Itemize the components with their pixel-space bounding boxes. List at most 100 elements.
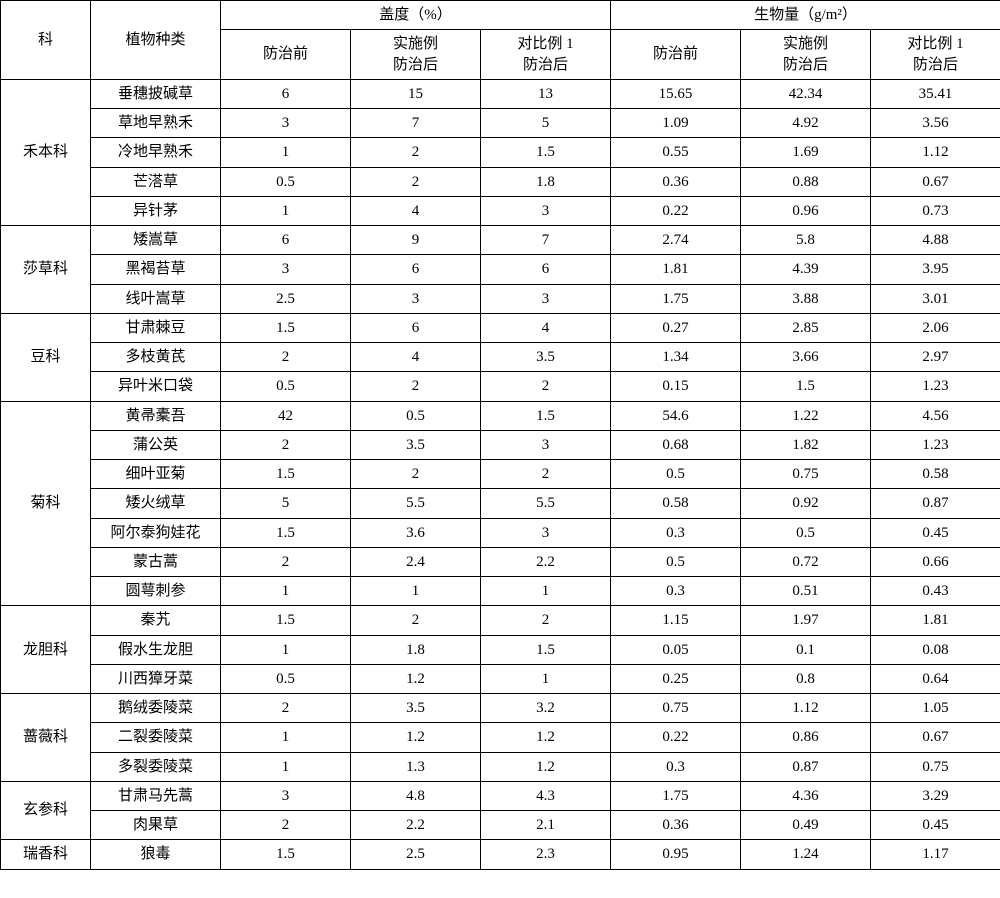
cov-compare-cell: 5.5 [481, 489, 611, 518]
col-family: 科 [1, 1, 91, 80]
col-bio-example-l1: 实施例 [783, 36, 828, 52]
col-bio-before: 防治前 [611, 30, 741, 80]
family-cell: 豆科 [1, 313, 91, 401]
bio-example-cell: 42.34 [741, 79, 871, 108]
bio-example-cell: 0.72 [741, 547, 871, 576]
bio-example-cell: 0.49 [741, 811, 871, 840]
bio-compare-cell: 0.58 [871, 460, 1000, 489]
cov-before-cell: 2 [221, 430, 351, 459]
cov-example-cell: 2 [351, 138, 481, 167]
table-row: 芒溚草0.521.80.360.880.67 [1, 167, 1000, 196]
table-row: 冷地早熟禾121.50.551.691.12 [1, 138, 1000, 167]
bio-example-cell: 2.85 [741, 313, 871, 342]
cov-example-cell: 0.5 [351, 401, 481, 430]
family-cell: 禾本科 [1, 79, 91, 225]
bio-example-cell: 4.39 [741, 255, 871, 284]
bio-example-cell: 0.88 [741, 167, 871, 196]
cov-before-cell: 42 [221, 401, 351, 430]
col-bio-compare-l2: 防治后 [913, 57, 958, 73]
species-cell: 黄帚橐吾 [91, 401, 221, 430]
cov-compare-cell: 3 [481, 430, 611, 459]
species-cell: 异针茅 [91, 196, 221, 225]
family-cell: 玄参科 [1, 781, 91, 840]
cov-example-cell: 2 [351, 460, 481, 489]
bio-before-cell: 0.5 [611, 547, 741, 576]
col-bio-compare-l1: 对比例 1 [907, 36, 963, 52]
bio-before-cell: 0.3 [611, 577, 741, 606]
cov-example-cell: 15 [351, 79, 481, 108]
bio-compare-cell: 4.56 [871, 401, 1000, 430]
cov-example-cell: 7 [351, 109, 481, 138]
species-cell: 狼毒 [91, 840, 221, 869]
species-cell: 蒲公英 [91, 430, 221, 459]
bio-example-cell: 0.92 [741, 489, 871, 518]
bio-example-cell: 0.75 [741, 460, 871, 489]
bio-compare-cell: 0.66 [871, 547, 1000, 576]
col-group-coverage: 盖度（%） [221, 1, 611, 30]
family-cell: 菊科 [1, 401, 91, 606]
cov-compare-cell: 2 [481, 372, 611, 401]
table-row: 蒙古蒿22.42.20.50.720.66 [1, 547, 1000, 576]
table-row: 草地早熟禾3751.094.923.56 [1, 109, 1000, 138]
bio-compare-cell: 0.75 [871, 752, 1000, 781]
table-row: 异叶米口袋0.5220.151.51.23 [1, 372, 1000, 401]
species-cell: 肉果草 [91, 811, 221, 840]
cov-example-cell: 3.6 [351, 518, 481, 547]
cov-before-cell: 5 [221, 489, 351, 518]
cov-before-cell: 0.5 [221, 167, 351, 196]
cov-compare-cell: 1.5 [481, 138, 611, 167]
cov-compare-cell: 13 [481, 79, 611, 108]
col-bio-compare: 对比例 1 防治后 [871, 30, 1000, 80]
table-row: 禾本科垂穗披碱草6151315.6542.3435.41 [1, 79, 1000, 108]
family-cell: 龙胆科 [1, 606, 91, 694]
cov-compare-cell: 1 [481, 577, 611, 606]
species-cell: 细叶亚菊 [91, 460, 221, 489]
species-cell: 甘肃棘豆 [91, 313, 221, 342]
species-cell: 阿尔泰狗娃花 [91, 518, 221, 547]
bio-example-cell: 1.82 [741, 430, 871, 459]
bio-before-cell: 0.3 [611, 752, 741, 781]
table-row: 玄参科甘肃马先蒿34.84.31.754.363.29 [1, 781, 1000, 810]
table-row: 多裂委陵菜11.31.20.30.870.75 [1, 752, 1000, 781]
cov-compare-cell: 1 [481, 664, 611, 693]
bio-compare-cell: 3.56 [871, 109, 1000, 138]
bio-before-cell: 0.68 [611, 430, 741, 459]
cov-example-cell: 1 [351, 577, 481, 606]
cov-example-cell: 5.5 [351, 489, 481, 518]
cov-before-cell: 1.5 [221, 840, 351, 869]
plant-data-table: 科 植物种类 盖度（%） 生物量（g/m²） 防治前 实施例 防治后 对比例 1… [0, 0, 1000, 870]
cov-example-cell: 4.8 [351, 781, 481, 810]
bio-compare-cell: 0.45 [871, 811, 1000, 840]
bio-compare-cell: 3.01 [871, 284, 1000, 313]
col-cov-example-l1: 实施例 [393, 36, 438, 52]
species-cell: 黑褐苔草 [91, 255, 221, 284]
bio-example-cell: 5.8 [741, 226, 871, 255]
table-row: 阿尔泰狗娃花1.53.630.30.50.45 [1, 518, 1000, 547]
bio-compare-cell: 4.88 [871, 226, 1000, 255]
bio-compare-cell: 1.81 [871, 606, 1000, 635]
cov-compare-cell: 4 [481, 313, 611, 342]
bio-compare-cell: 1.12 [871, 138, 1000, 167]
bio-example-cell: 4.92 [741, 109, 871, 138]
bio-before-cell: 1.09 [611, 109, 741, 138]
bio-before-cell: 0.25 [611, 664, 741, 693]
table-row: 瑞香科狼毒1.52.52.30.951.241.17 [1, 840, 1000, 869]
bio-example-cell: 0.96 [741, 196, 871, 225]
bio-example-cell: 1.24 [741, 840, 871, 869]
cov-before-cell: 1 [221, 138, 351, 167]
cov-compare-cell: 2 [481, 460, 611, 489]
species-cell: 圆萼刺参 [91, 577, 221, 606]
bio-example-cell: 0.51 [741, 577, 871, 606]
bio-example-cell: 1.5 [741, 372, 871, 401]
cov-before-cell: 1 [221, 752, 351, 781]
cov-example-cell: 1.8 [351, 635, 481, 664]
cov-before-cell: 1 [221, 196, 351, 225]
cov-example-cell: 2 [351, 606, 481, 635]
col-cov-compare: 对比例 1 防治后 [481, 30, 611, 80]
cov-example-cell: 3.5 [351, 694, 481, 723]
bio-compare-cell: 0.87 [871, 489, 1000, 518]
bio-before-cell: 0.95 [611, 840, 741, 869]
cov-compare-cell: 2.3 [481, 840, 611, 869]
cov-before-cell: 1.5 [221, 606, 351, 635]
bio-example-cell: 0.86 [741, 723, 871, 752]
